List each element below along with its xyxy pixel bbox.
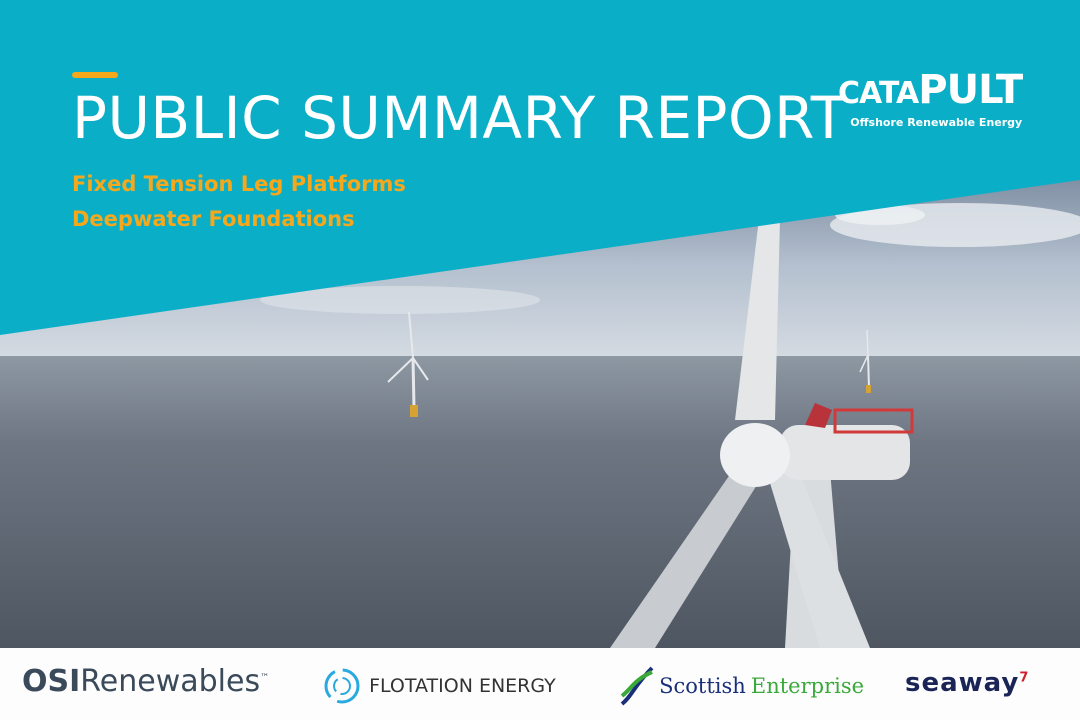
- distant-turbine: [387, 311, 429, 417]
- accent-bar: [72, 72, 118, 78]
- seaway7-logo: seaway7: [905, 668, 1030, 698]
- partner-logos: OSIRenewables™ FLOTATION ENERGY Scottish…: [0, 648, 1080, 720]
- scottish-enterprise-logo: Scottish Enterprise: [620, 666, 864, 706]
- logo-prefix: cata: [838, 76, 919, 111]
- scottish-enterprise-icon: [620, 666, 654, 706]
- page-title: PUBLIC SUMMARY REPORT: [72, 84, 847, 152]
- flotation-energy-logo: FLOTATION ENERGY: [322, 666, 556, 706]
- flotation-swirl-icon: [324, 668, 360, 704]
- foreground-turbine: [610, 210, 914, 648]
- teal-header-band: [0, 0, 1080, 335]
- logo-tagline: Offshore Renewable Energy: [850, 116, 1023, 129]
- subtitle-line-1: Fixed Tension Leg Platforms: [72, 172, 406, 196]
- subtitle-line-2: Deepwater Foundations: [72, 207, 355, 231]
- catapult-logo: cataPULT Offshore Renewable Energy: [838, 67, 1023, 129]
- logo-suffix: PULT: [918, 67, 1023, 113]
- osi-renewables-logo: OSIRenewables™: [22, 664, 270, 699]
